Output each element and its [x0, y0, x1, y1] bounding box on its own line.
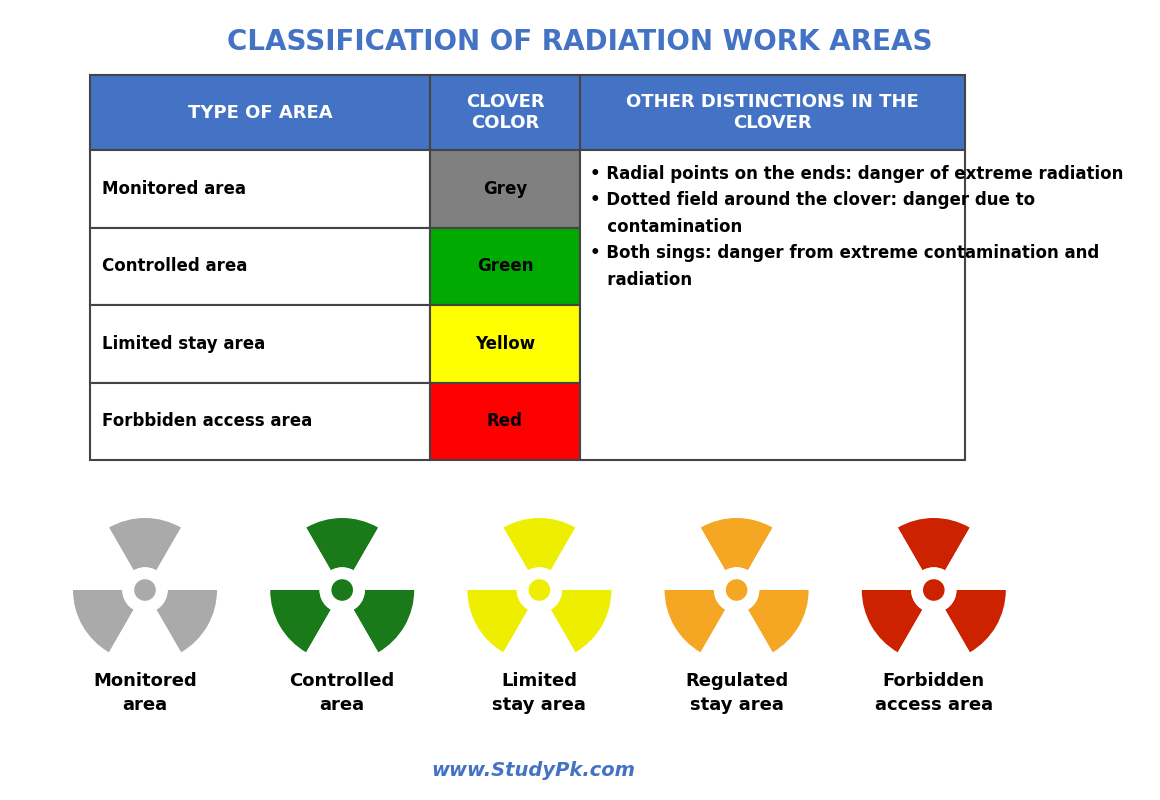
Text: Limited
stay area: Limited stay area: [493, 672, 586, 714]
Text: www.StudyPk.com: www.StudyPk.com: [432, 761, 636, 779]
Bar: [90, 75, 430, 150]
Wedge shape: [155, 526, 219, 590]
Wedge shape: [268, 526, 332, 590]
Wedge shape: [699, 608, 774, 664]
Wedge shape: [306, 518, 378, 570]
Wedge shape: [108, 608, 182, 664]
Wedge shape: [353, 526, 416, 590]
Wedge shape: [662, 526, 726, 590]
Wedge shape: [897, 608, 971, 664]
Circle shape: [529, 579, 550, 601]
Bar: [430, 382, 580, 460]
Wedge shape: [467, 590, 528, 652]
Wedge shape: [862, 590, 922, 652]
Wedge shape: [860, 526, 923, 590]
Wedge shape: [701, 518, 773, 570]
Text: • Radial points on the ends: danger of extreme radiation
• Dotted field around t: • Radial points on the ends: danger of e…: [590, 165, 1123, 289]
Wedge shape: [551, 590, 611, 652]
Wedge shape: [502, 608, 577, 664]
Circle shape: [911, 567, 957, 613]
Text: Monitored
area: Monitored area: [93, 672, 197, 714]
Text: CLOVER
COLOR: CLOVER COLOR: [465, 93, 544, 132]
Circle shape: [135, 579, 155, 601]
Circle shape: [319, 567, 365, 613]
Circle shape: [713, 567, 760, 613]
Circle shape: [726, 579, 747, 601]
Bar: [90, 227, 430, 305]
Text: Controlled area: Controlled area: [102, 258, 247, 275]
Text: Green: Green: [477, 258, 534, 275]
Wedge shape: [73, 590, 133, 652]
Wedge shape: [465, 526, 529, 590]
Text: Yellow: Yellow: [474, 334, 535, 353]
Wedge shape: [945, 590, 1006, 652]
Text: Forbidden
access area: Forbidden access area: [875, 672, 993, 714]
Wedge shape: [944, 526, 1008, 590]
Wedge shape: [71, 526, 135, 590]
Bar: [90, 305, 430, 382]
Wedge shape: [157, 590, 217, 652]
Circle shape: [923, 579, 944, 601]
Text: Limited stay area: Limited stay area: [102, 334, 266, 353]
Wedge shape: [503, 518, 575, 570]
Wedge shape: [665, 590, 725, 652]
Circle shape: [332, 579, 353, 601]
Bar: [430, 305, 580, 382]
Text: Red: Red: [487, 412, 523, 430]
Bar: [90, 382, 430, 460]
Bar: [580, 150, 965, 460]
Text: Controlled
area: Controlled area: [290, 672, 394, 714]
Bar: [580, 75, 965, 150]
Text: TYPE OF AREA: TYPE OF AREA: [188, 103, 332, 122]
Wedge shape: [354, 590, 414, 652]
Bar: [90, 150, 430, 227]
Text: Forbbiden access area: Forbbiden access area: [102, 412, 312, 430]
Bar: [430, 150, 580, 227]
Wedge shape: [748, 590, 809, 652]
Text: OTHER DISTINCTIONS IN THE
CLOVER: OTHER DISTINCTIONS IN THE CLOVER: [626, 93, 919, 132]
Circle shape: [122, 567, 168, 613]
Bar: [430, 75, 580, 150]
Text: Regulated
stay area: Regulated stay area: [684, 672, 789, 714]
Wedge shape: [550, 526, 614, 590]
Text: CLASSIFICATION OF RADIATION WORK AREAS: CLASSIFICATION OF RADIATION WORK AREAS: [227, 28, 933, 56]
Text: Monitored area: Monitored area: [102, 180, 246, 198]
Wedge shape: [898, 518, 970, 570]
Wedge shape: [270, 590, 331, 652]
Text: Grey: Grey: [483, 180, 527, 198]
Circle shape: [516, 567, 563, 613]
Wedge shape: [305, 608, 379, 664]
Wedge shape: [109, 518, 181, 570]
Bar: [430, 227, 580, 305]
Wedge shape: [747, 526, 811, 590]
